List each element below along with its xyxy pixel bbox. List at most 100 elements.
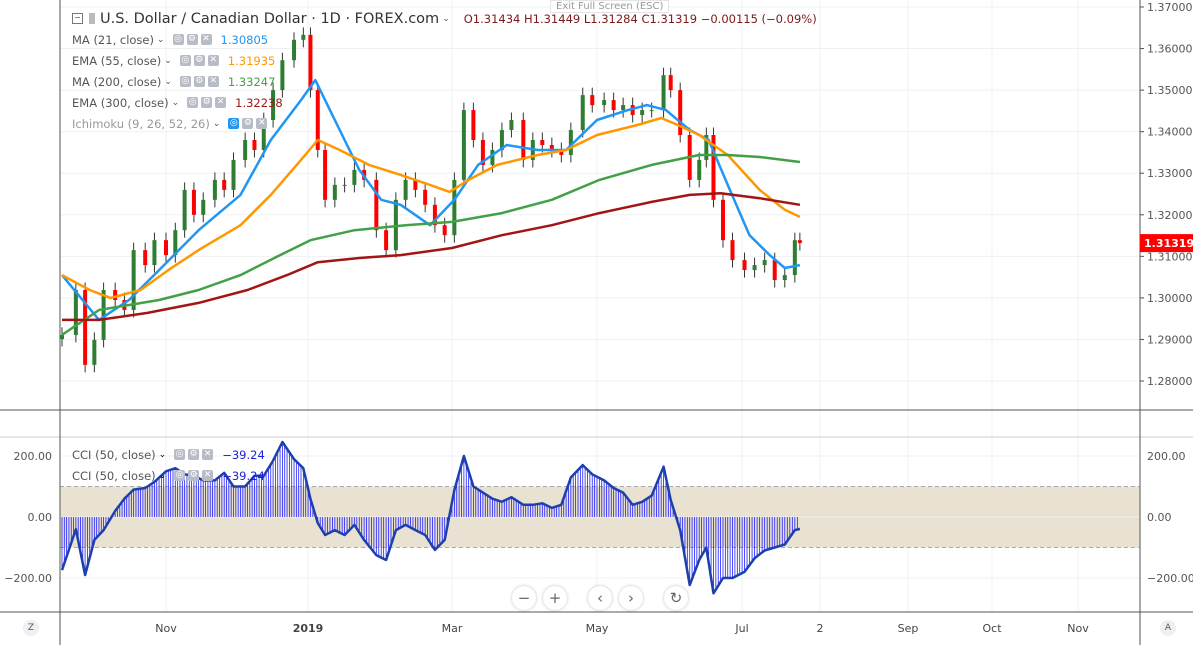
settings-icon[interactable]: ⚙ (193, 76, 205, 87)
visibility-icon[interactable]: ◎ (174, 470, 186, 481)
settings-icon[interactable]: ⚙ (242, 118, 254, 129)
close-icon[interactable]: ✕ (215, 97, 227, 108)
candle-body (403, 179, 408, 200)
candle-body (730, 240, 735, 261)
candle-body (292, 39, 297, 61)
visibility-icon[interactable]: ◎ (228, 118, 240, 129)
settings-icon[interactable]: ⚙ (188, 470, 200, 481)
cci-legend-row[interactable]: CCI (50, close) ⌄ ◎ ⚙ ✕ −39.24 (72, 465, 265, 486)
zoom-out-button[interactable]: − (512, 586, 536, 610)
cci-tick-label-left: −200.00 (4, 572, 52, 585)
chevron-down-icon[interactable]: ⌄ (442, 13, 450, 24)
cci-legend-row[interactable]: CCI (50, close) ⌄ ◎ ⚙ ✕ −39.24 (72, 444, 265, 465)
reset-chart-button[interactable]: ↻ (664, 586, 688, 610)
exit-fullscreen-hint[interactable]: Exit Full Screen (ESC) (550, 0, 670, 13)
cci-tick-label-left: 0.00 (28, 511, 53, 524)
close-icon[interactable]: ✕ (202, 470, 214, 481)
candle-body (423, 189, 428, 205)
candle-body (131, 250, 136, 310)
candle-body (711, 135, 716, 200)
candle-body (173, 230, 178, 256)
candle-body (640, 110, 645, 116)
zoom-in-button[interactable]: + (543, 586, 567, 610)
candle-body (191, 189, 196, 215)
indicator-label[interactable]: Ichimoku (9, 26, 52, 26) (72, 116, 210, 131)
chevron-down-icon[interactable]: ⌄ (164, 76, 172, 87)
price-tick-label: 1.30000 (1147, 292, 1193, 305)
candle-body (60, 334, 64, 340)
candle-body (222, 179, 227, 190)
candle-body (231, 159, 236, 190)
indicator-legend-row[interactable]: EMA (300, close) ⌄ ◎ ⚙ ✕ 1.32238 (72, 92, 817, 113)
candle-body (742, 260, 747, 271)
scroll-right-button[interactable]: › (619, 586, 643, 610)
moving-average-line (62, 191, 801, 322)
chevron-down-icon[interactable]: ⌄ (158, 470, 167, 481)
candle-body (83, 290, 88, 365)
indicator-value: −39.24 (222, 468, 265, 483)
candle-body (621, 105, 626, 111)
candle-body (792, 240, 797, 276)
date-tick-label: Sep (898, 622, 919, 635)
price-tick-label: 1.35000 (1147, 84, 1193, 97)
candle-body (752, 265, 757, 271)
collapse-icon[interactable]: − (72, 13, 83, 24)
chevron-down-icon[interactable]: ⌄ (164, 55, 172, 66)
close-icon[interactable]: ✕ (202, 449, 214, 460)
indicator-label[interactable]: MA (200, close) (72, 74, 162, 89)
cci-legend: CCI (50, close) ⌄ ◎ ⚙ ✕ −39.24 CCI (50, c… (72, 444, 265, 486)
price-tick-label: 1.33000 (1147, 167, 1193, 180)
symbol-title[interactable]: U.S. Dollar / Canadian Dollar · 1D · FOR… (100, 10, 440, 27)
settings-icon[interactable]: ⚙ (188, 449, 200, 460)
z-toggle-button[interactable]: Z (23, 620, 39, 636)
visibility-icon[interactable]: ◎ (179, 55, 191, 66)
date-tick-label: Oct (982, 622, 1002, 635)
candle-body (342, 184, 347, 186)
candle-body (490, 149, 495, 165)
date-tick-label: Nov (155, 622, 177, 635)
visibility-icon[interactable]: ◎ (172, 34, 184, 45)
price-tick-label: 1.34000 (1147, 126, 1193, 139)
indicator-label[interactable]: EMA (300, close) (72, 95, 169, 110)
indicator-value: 1.32238 (235, 95, 283, 110)
candle-body (143, 250, 148, 266)
candle-body (152, 240, 157, 266)
candle-body (720, 199, 725, 241)
candle-body (499, 130, 504, 150)
visibility-icon[interactable]: ◎ (187, 97, 199, 108)
chevron-down-icon[interactable]: ⌄ (171, 97, 180, 108)
settings-icon[interactable]: ⚙ (201, 97, 213, 108)
candle-body (568, 130, 573, 155)
close-icon[interactable]: ✕ (207, 76, 219, 87)
candle-body (480, 139, 485, 165)
candle-body (113, 290, 118, 300)
candle-body (271, 90, 276, 121)
indicator-label[interactable]: EMA (55, close) (72, 53, 162, 68)
scroll-left-button[interactable]: ‹ (588, 586, 612, 610)
candle-body (352, 169, 357, 185)
visibility-icon[interactable]: ◎ (179, 76, 191, 87)
chevron-down-icon[interactable]: ⌄ (158, 449, 167, 460)
indicator-legend-row[interactable]: Ichimoku (9, 26, 52, 26) ⌄ ◎ ⚙ ✕ (72, 113, 817, 134)
settings-icon[interactable]: ⚙ (186, 34, 198, 45)
chevron-down-icon[interactable]: ⌄ (156, 34, 165, 45)
indicator-label[interactable]: CCI (50, close) (72, 447, 156, 462)
indicator-label[interactable]: CCI (50, close) (72, 468, 156, 483)
close-icon[interactable]: ✕ (200, 34, 212, 45)
candle-body (602, 100, 607, 106)
candle-body (704, 135, 709, 160)
visibility-icon[interactable]: ◎ (174, 449, 186, 460)
indicator-label[interactable]: MA (21, close) (72, 32, 154, 47)
chevron-down-icon[interactable]: ⌄ (212, 118, 221, 129)
close-icon[interactable]: ✕ (207, 55, 219, 66)
indicator-legend-row[interactable]: MA (200, close) ⌄ ◎ ⚙ ✕ 1.33247 (72, 71, 817, 92)
price-tick-label: 1.29000 (1147, 333, 1193, 346)
candle-body (471, 110, 476, 140)
settings-icon[interactable]: ⚙ (193, 55, 205, 66)
indicator-legend-row[interactable]: EMA (55, close) ⌄ ◎ ⚙ ✕ 1.31935 (72, 50, 817, 71)
candle-body (280, 60, 285, 91)
close-icon[interactable]: ✕ (256, 118, 268, 129)
indicator-legend-row[interactable]: MA (21, close) ⌄ ◎ ⚙ ✕ 1.30805 (72, 29, 817, 50)
auto-scale-button[interactable]: A (1160, 620, 1176, 636)
